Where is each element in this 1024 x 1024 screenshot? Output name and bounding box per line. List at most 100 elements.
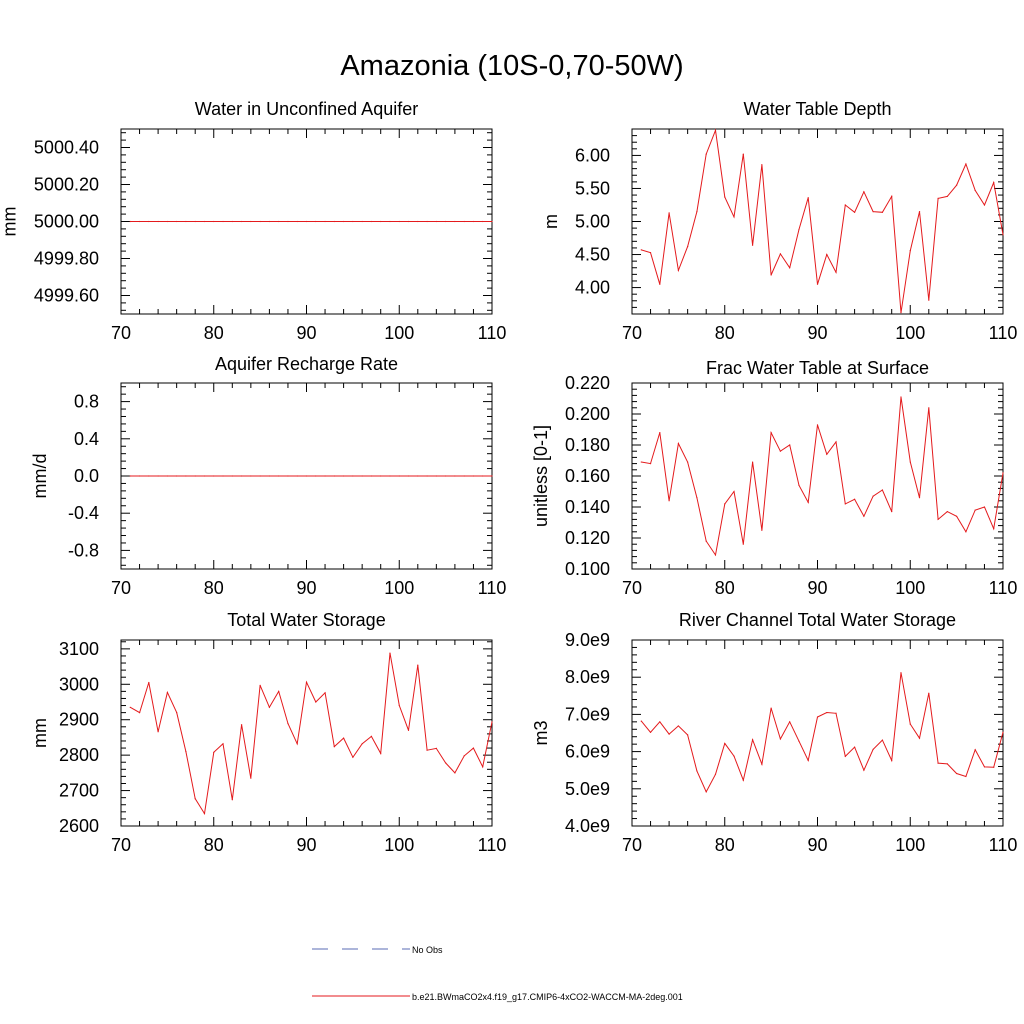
data-point: [835, 271, 837, 273]
data-point: [993, 528, 995, 530]
y-tick-label: 4999.80: [34, 249, 99, 269]
data-point: [398, 220, 400, 223]
y-tick-label: 5000.20: [34, 175, 99, 195]
data-point: [816, 424, 819, 426]
data-point: [1002, 731, 1004, 733]
data-point: [937, 197, 939, 199]
data-point: [770, 274, 772, 276]
y-tick-label: 5.00: [575, 212, 610, 232]
data-point: [417, 664, 419, 666]
x-tick-label: 80: [715, 578, 735, 598]
data-point: [148, 220, 150, 223]
data-point: [677, 269, 679, 271]
data-point: [250, 777, 252, 779]
data-point: [816, 283, 819, 285]
data-point: [240, 724, 243, 726]
y-tick-label: 2700: [59, 781, 99, 801]
y-tick-label: 2900: [59, 710, 99, 730]
x-tick-label: 70: [622, 578, 642, 598]
data-point: [714, 129, 717, 131]
x-tick-label: 80: [204, 578, 224, 598]
data-point: [343, 220, 345, 223]
data-point: [705, 540, 707, 542]
x-tick-label: 100: [895, 835, 925, 855]
x-tick-label: 110: [478, 578, 507, 598]
y-axis-label: unitless [0-1]: [531, 425, 551, 527]
data-point: [361, 220, 363, 223]
data-point: [649, 731, 652, 733]
data-point: [417, 475, 419, 477]
data-point: [259, 684, 261, 686]
data-point: [891, 759, 893, 762]
panel-title: Total Water Storage: [227, 610, 385, 630]
data-point: [324, 475, 326, 477]
data-point: [435, 475, 437, 477]
data-point: [287, 723, 289, 725]
x-tick-label: 110: [989, 835, 1018, 855]
x-tick-label: 90: [807, 578, 827, 598]
data-point: [138, 475, 141, 477]
data-point: [389, 220, 391, 223]
data-point: [844, 755, 846, 758]
data-point: [826, 453, 828, 455]
data-point: [315, 475, 317, 477]
data-point: [863, 191, 865, 193]
data-point: [937, 518, 939, 521]
data-point: [696, 497, 698, 499]
data-point: [640, 249, 642, 251]
data-point: [426, 749, 428, 751]
y-axis-label: mm/d: [30, 454, 50, 499]
data-point: [222, 743, 224, 745]
data-point: [983, 506, 986, 508]
plot-frame: [631, 128, 1004, 315]
data-point: [974, 749, 976, 751]
y-tick-label: 0.180: [565, 435, 610, 455]
data-point: [435, 747, 437, 750]
data-point: [370, 735, 373, 737]
data-point: [268, 220, 270, 223]
y-tick-label: 0.4: [74, 429, 99, 449]
data-point: [315, 220, 317, 223]
data-point: [138, 220, 141, 223]
data-point: [687, 246, 689, 248]
data-point: [259, 220, 261, 223]
data-point: [881, 739, 884, 741]
x-tick-label: 70: [111, 578, 131, 598]
data-point: [157, 731, 159, 733]
x-tick-label: 80: [204, 323, 224, 343]
data-point: [909, 461, 911, 463]
data-point: [166, 475, 168, 477]
data-point: [779, 738, 782, 740]
data-point: [974, 509, 976, 511]
data-point: [231, 475, 233, 477]
data-point: [807, 501, 809, 503]
y-tick-label: 0.8: [74, 392, 99, 412]
data-point: [454, 220, 456, 223]
legend: No Obs b.e21.BWmaCO2x4.f19_g17.CMIP6-4xCO…: [312, 945, 683, 1002]
data-point: [854, 498, 856, 500]
data-point: [946, 763, 948, 765]
data-point: [176, 220, 178, 223]
data-point: [742, 779, 744, 781]
data-point: [472, 747, 475, 749]
data-point: [956, 515, 958, 517]
data-point: [305, 220, 308, 223]
data-point: [203, 475, 206, 477]
chart-panel-5: Total Water Storage 70 80 90 100 110 2600 2700 2…: [30, 610, 506, 855]
data-point: [761, 529, 763, 531]
data-point: [333, 746, 335, 748]
data-point: [789, 267, 791, 269]
data-point: [278, 475, 280, 477]
data-point: [491, 220, 493, 223]
data-point: [733, 755, 735, 757]
y-tick-label: 4.50: [575, 245, 610, 265]
data-point: [733, 490, 735, 493]
x-tick-label: 100: [384, 835, 414, 855]
data-point: [826, 711, 828, 714]
x-tick-label: 70: [622, 323, 642, 343]
y-axis-label: m3: [531, 720, 551, 745]
x-tick-label: 70: [622, 835, 642, 855]
x-tick-label: 100: [895, 323, 925, 343]
data-point: [789, 444, 791, 446]
